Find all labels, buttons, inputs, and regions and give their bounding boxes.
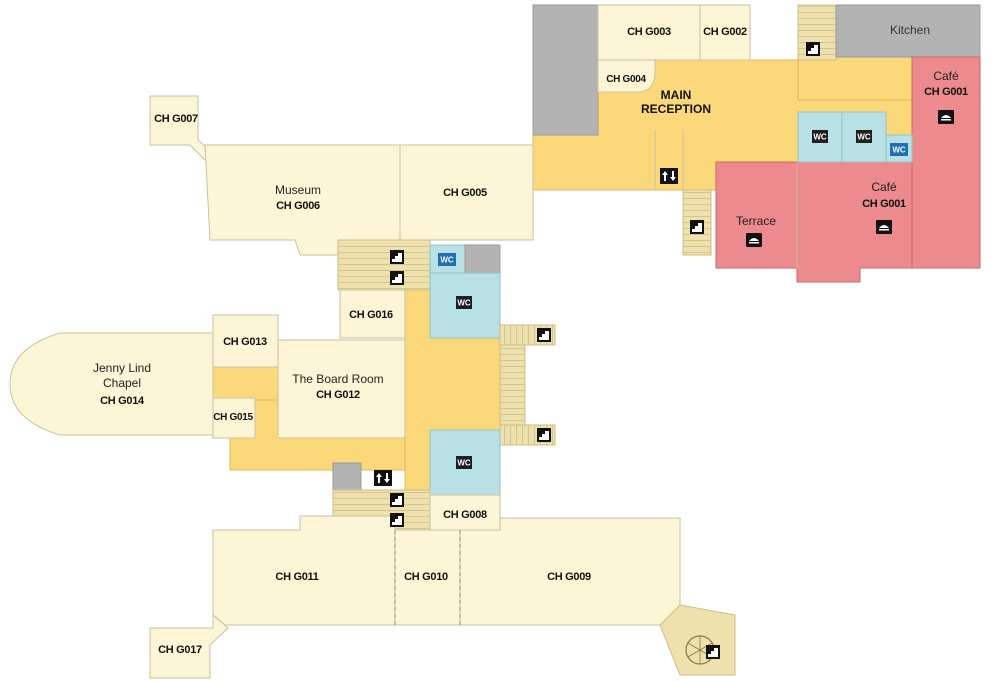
label-ch-g009: CH G009: [547, 571, 591, 583]
label-main-reception-2: RECEPTION: [641, 102, 711, 116]
label-ch-g002: CH G002: [703, 26, 747, 38]
room-ch-g016[interactable]: [339, 289, 406, 339]
room-ch-g017[interactable]: [149, 613, 229, 679]
service-block-left: [532, 4, 599, 136]
label-cafe-code: CH G001: [924, 86, 968, 98]
label-museum-code: CH G006: [276, 200, 320, 212]
label-chapel-line1: Jenny Lind: [93, 361, 151, 375]
corridor-west-top: [212, 364, 279, 401]
svg-text:WC: WC: [892, 146, 906, 155]
label-board-name: The Board Room: [292, 372, 383, 386]
room-board-room[interactable]: [277, 339, 406, 439]
label-museum-name: Museum: [275, 183, 321, 197]
label-ch-g008: CH G008: [443, 509, 487, 521]
label-chapel-code: CH G014: [100, 395, 145, 407]
label-ch-g015: CH G015: [213, 412, 253, 423]
service-block-south: [332, 462, 362, 492]
label-chapel-line2: Chapel: [103, 376, 141, 390]
label-cafe2-code: CH G001: [862, 198, 906, 210]
stairs-east-mid: [499, 344, 526, 426]
service-block-central: [464, 244, 501, 274]
room-ch-g004[interactable]: [597, 59, 656, 93]
svg-text:WC: WC: [457, 299, 471, 308]
room-jenny-lind-chapel[interactable]: [9, 332, 214, 436]
label-cafe2-name: Café: [871, 180, 897, 194]
label-cafe-name: Café: [933, 69, 959, 83]
room-kitchen[interactable]: [835, 4, 981, 58]
label-main-reception-1: MAIN: [661, 88, 692, 102]
label-ch-g016: CH G016: [349, 309, 393, 321]
label-ch-g013: CH G013: [223, 336, 267, 348]
label-terrace: Terrace: [736, 214, 776, 228]
stairs-central-north: [337, 239, 431, 291]
svg-text:WC: WC: [813, 133, 827, 142]
corridor-top-right: [797, 54, 914, 101]
room-ch-g005[interactable]: [399, 144, 534, 241]
label-ch-g011: CH G011: [275, 571, 318, 583]
label-ch-g007: CH G007: [154, 113, 198, 125]
room-ch-g002[interactable]: [699, 4, 751, 61]
svg-text:WC: WC: [857, 133, 871, 142]
label-board-code: CH G012: [316, 389, 360, 401]
room-ch-g010[interactable]: [394, 529, 461, 626]
room-ch-g009[interactable]: [459, 517, 681, 626]
svg-text:WC: WC: [457, 459, 471, 468]
label-ch-g004: CH G004: [606, 74, 646, 85]
svg-text:WC: WC: [440, 256, 454, 265]
label-ch-g005: CH G005: [443, 187, 487, 199]
label-ch-g017: CH G017: [158, 644, 202, 656]
spiral-stair-room: [659, 604, 736, 676]
wc-icon: WC WC WC WC WC WC: [438, 130, 908, 469]
label-ch-g010: CH G010: [404, 571, 448, 583]
label-kitchen: Kitchen: [890, 23, 930, 37]
room-ch-g003[interactable]: [597, 4, 701, 61]
label-ch-g003: CH G003: [627, 26, 671, 38]
room-cafe-terrace[interactable]: [715, 161, 913, 283]
room-ch-g008[interactable]: [429, 494, 501, 533]
room-ch-g015[interactable]: [212, 397, 256, 439]
